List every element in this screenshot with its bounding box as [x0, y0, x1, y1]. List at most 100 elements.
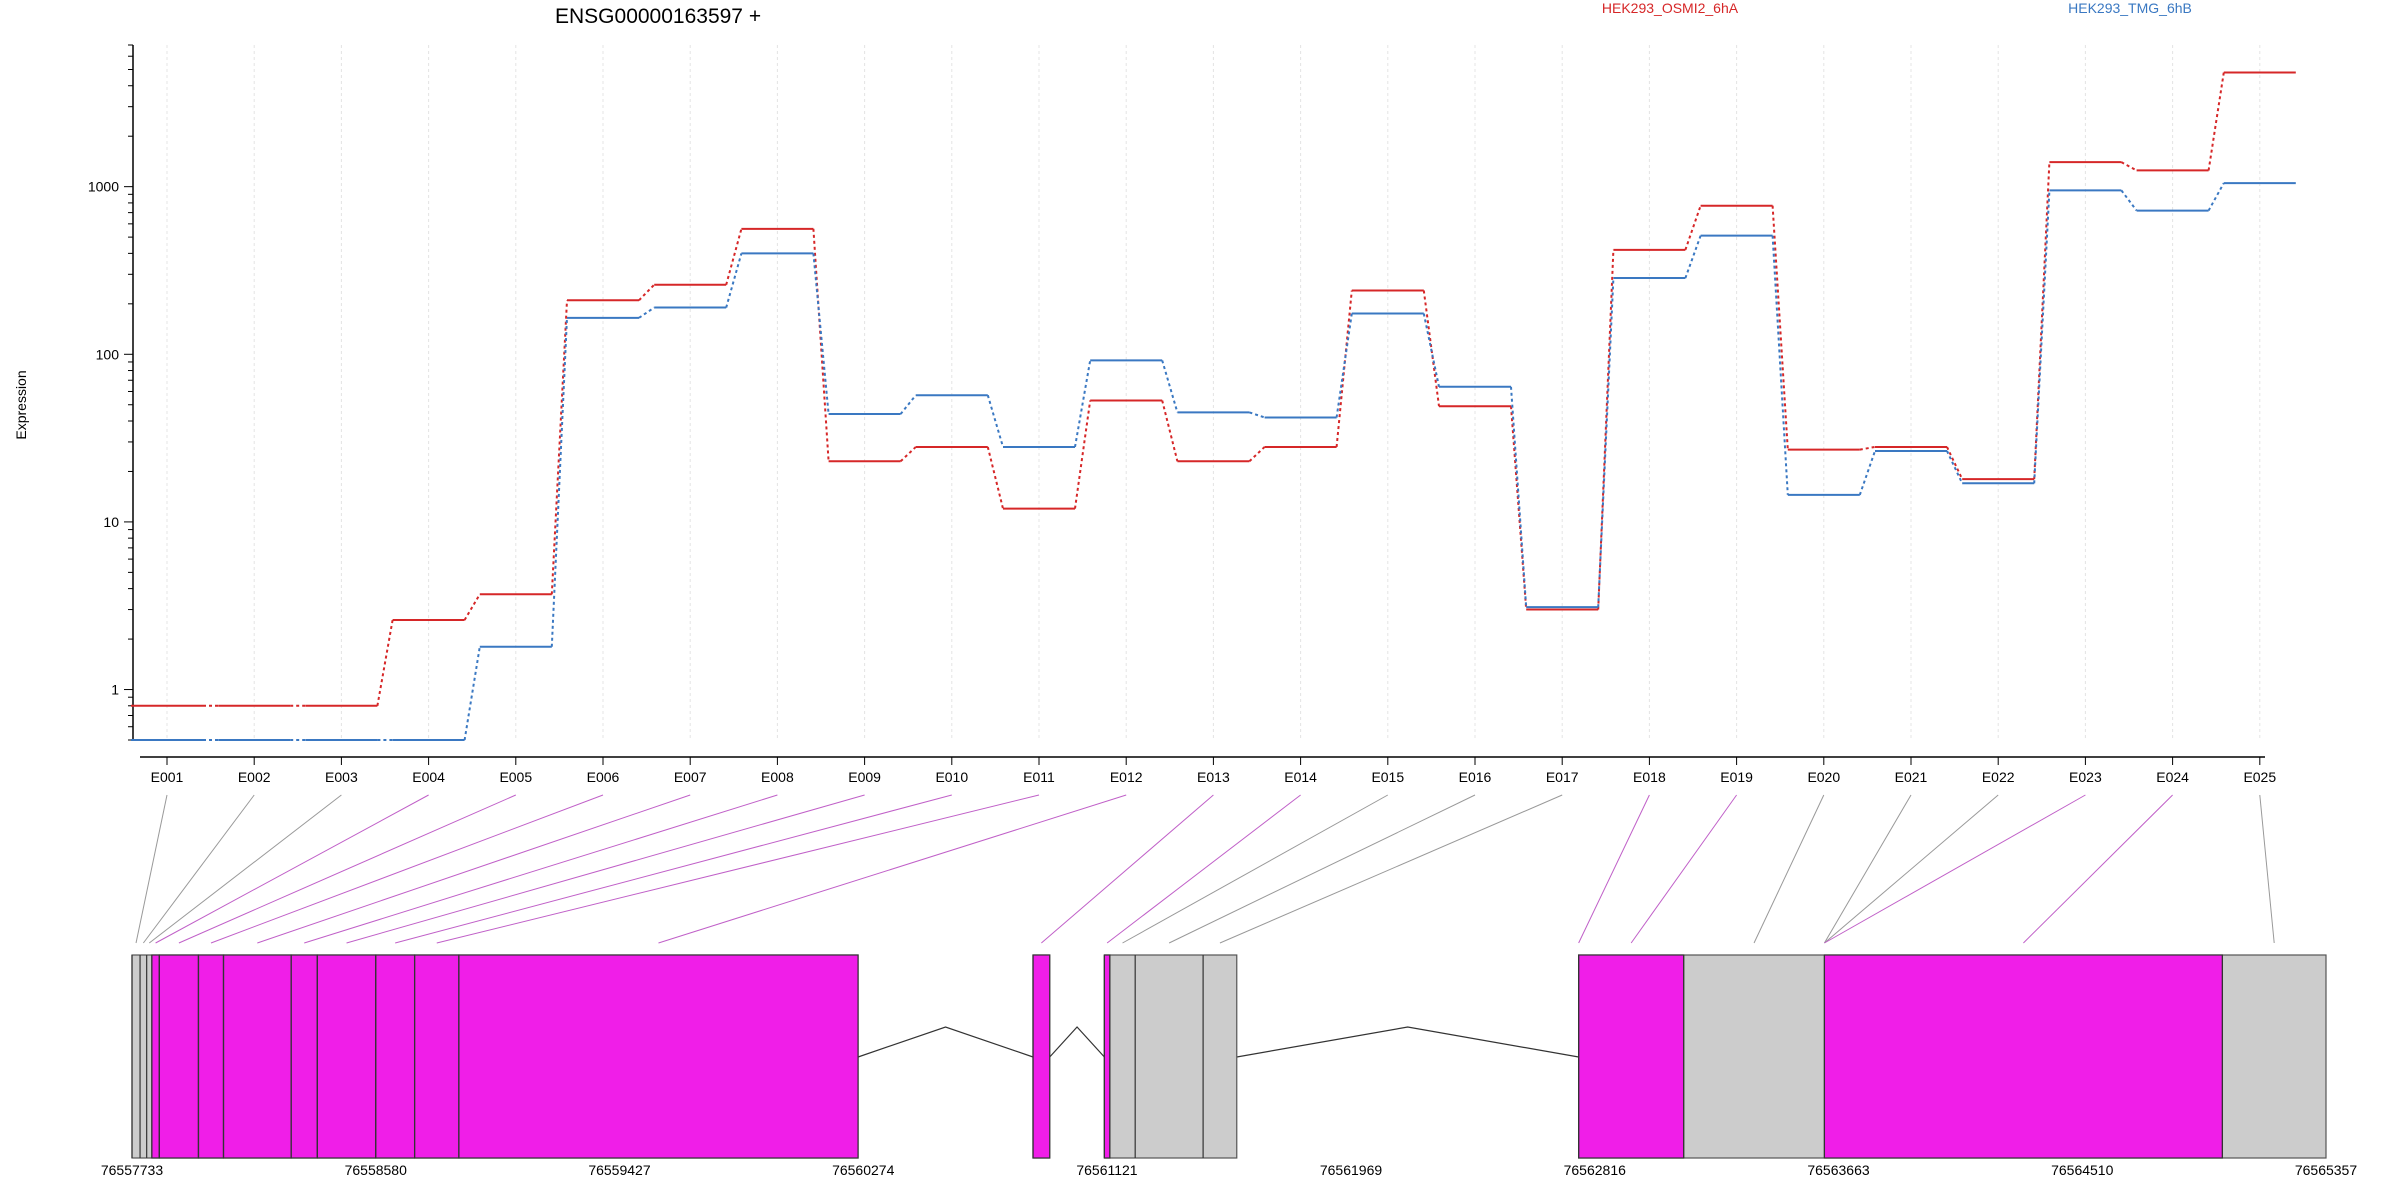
- genomic-tick-label: 76564510: [2051, 1162, 2114, 1178]
- legend-entry-2: HEK293_TMG_6hB: [2068, 0, 2192, 16]
- exon-highlighted: [197, 954, 225, 1159]
- x-tick-label: E002: [238, 769, 271, 785]
- series-2-connector: [1510, 386, 1528, 608]
- intron-line: [1049, 1026, 1105, 1058]
- grid-lines: [166, 45, 2261, 740]
- series-1-connector: [1422, 290, 1440, 407]
- series-1-connector: [1771, 205, 1789, 450]
- series-1-connector: [1248, 446, 1266, 463]
- exon-connector: [135, 794, 168, 944]
- series-2-connector: [1597, 277, 1615, 608]
- series-2-connector: [1946, 450, 1964, 484]
- x-tick-label: E009: [848, 769, 881, 785]
- series-layer: [131, 71, 2296, 741]
- x-tick-label: E025: [2243, 769, 2276, 785]
- series-1-connector: [550, 300, 568, 595]
- exon-connector: [142, 794, 255, 944]
- exon-connector-lines: [135, 794, 2275, 944]
- genomic-tick-label: 76558580: [345, 1162, 408, 1178]
- x-tick-label: E001: [151, 769, 184, 785]
- series-1-connector: [376, 619, 394, 706]
- x-tick-label: E007: [674, 769, 707, 785]
- series-1-connector: [1684, 205, 1702, 251]
- exon-connector: [304, 794, 778, 944]
- x-tick-label: E013: [1197, 769, 1230, 785]
- gene-model-track: 76557733 76558580 76559427 76560274 76561121…: [101, 954, 2358, 1178]
- exon-highlighted: [1578, 954, 1685, 1159]
- series-2-connector: [1074, 360, 1092, 448]
- exon-connector: [257, 794, 691, 944]
- x-tick-label: E003: [325, 769, 358, 785]
- series-2-connector: [2033, 190, 2051, 484]
- series-2-connector: [899, 394, 917, 415]
- y-tick-label: 1: [111, 682, 119, 698]
- genomic-tick-label: 76560274: [832, 1162, 895, 1178]
- exon-connector: [2023, 794, 2173, 944]
- exon-highlighted: [222, 954, 292, 1159]
- series-1-connector: [638, 284, 655, 301]
- exon-connector: [658, 794, 1127, 944]
- series-1-connector: [725, 228, 743, 285]
- series-1-connector: [1597, 249, 1615, 610]
- series-1-connector: [1946, 446, 1964, 480]
- x-tick-label: E011: [1023, 769, 1055, 785]
- exon-connector: [1219, 794, 1563, 944]
- genomic-tick-label: 76565357: [2295, 1162, 2358, 1178]
- series-2-connector: [1858, 450, 1876, 496]
- intron-line: [857, 1026, 1034, 1058]
- exon-highlighted: [316, 954, 377, 1159]
- series-2-connector: [1771, 235, 1789, 495]
- legend: HEK293_OSMI2_6hA HEK293_TMG_6hB: [1602, 0, 2192, 16]
- x-tick-label: E010: [935, 769, 968, 785]
- x-tick-label: E022: [1982, 769, 2015, 785]
- series-2-connector: [2120, 189, 2138, 212]
- series-2-connector: [638, 306, 655, 319]
- series-1-connector: [1161, 400, 1179, 462]
- exon-connector: [1630, 794, 1738, 944]
- series-2-connector: [725, 253, 743, 308]
- series-2-connector: [2207, 182, 2225, 212]
- exon-highlighted: [1103, 954, 1111, 1159]
- series-1-connector: [1510, 406, 1528, 610]
- exon-block: [1103, 954, 1238, 1159]
- genomic-tick-label: 76559427: [588, 1162, 651, 1178]
- x-tick-label: E006: [587, 769, 620, 785]
- axes: 1 10 100 1000 E001 E002 E003 E004 E005 E006 E007 E0…: [88, 44, 2276, 785]
- genomic-tick-label: 76562816: [1564, 1162, 1627, 1178]
- series-2-connector: [1335, 313, 1353, 418]
- exon-connector: [1824, 794, 2086, 944]
- genomic-tick-label: 76561969: [1320, 1162, 1383, 1178]
- y-axis-label: Expression: [13, 370, 29, 439]
- y-tick-label: 10: [103, 514, 119, 530]
- exon-connector: [1578, 794, 1650, 944]
- genomic-tick-label: 76563663: [1807, 1162, 1870, 1178]
- exon-connector: [1041, 794, 1214, 944]
- exon-connector: [1753, 794, 1825, 944]
- exon-connector: [346, 794, 865, 944]
- exon-connector: [155, 794, 429, 944]
- x-tick-label: E024: [2156, 769, 2189, 785]
- exon-connector: [2259, 794, 2275, 944]
- series-2-connector: [1684, 235, 1702, 279]
- y-tick-label: 1000: [88, 179, 119, 195]
- series-1-connector: [2207, 72, 2225, 171]
- series-1-connector: [2120, 161, 2138, 172]
- exon-highlighted: [375, 954, 416, 1159]
- exon-connector: [1122, 794, 1389, 944]
- series-2-connector: [1161, 360, 1179, 413]
- intron-line: [1236, 1026, 1579, 1058]
- exon-connector: [178, 794, 517, 944]
- series-1-connector: [463, 593, 481, 621]
- exon-highlighted: [151, 954, 160, 1159]
- exon-connector: [1106, 794, 1301, 944]
- exon-highlighted: [290, 954, 318, 1159]
- exon-connector: [1824, 794, 1999, 944]
- exon-highlighted: [158, 954, 200, 1159]
- legend-entry-1: HEK293_OSMI2_6hA: [1602, 0, 1739, 16]
- series-2-connector: [1249, 411, 1265, 419]
- series-2-connector: [812, 253, 830, 415]
- x-tick-label: E016: [1459, 769, 1492, 785]
- x-tick-label: E015: [1371, 769, 1404, 785]
- y-tick-label: 100: [96, 346, 120, 362]
